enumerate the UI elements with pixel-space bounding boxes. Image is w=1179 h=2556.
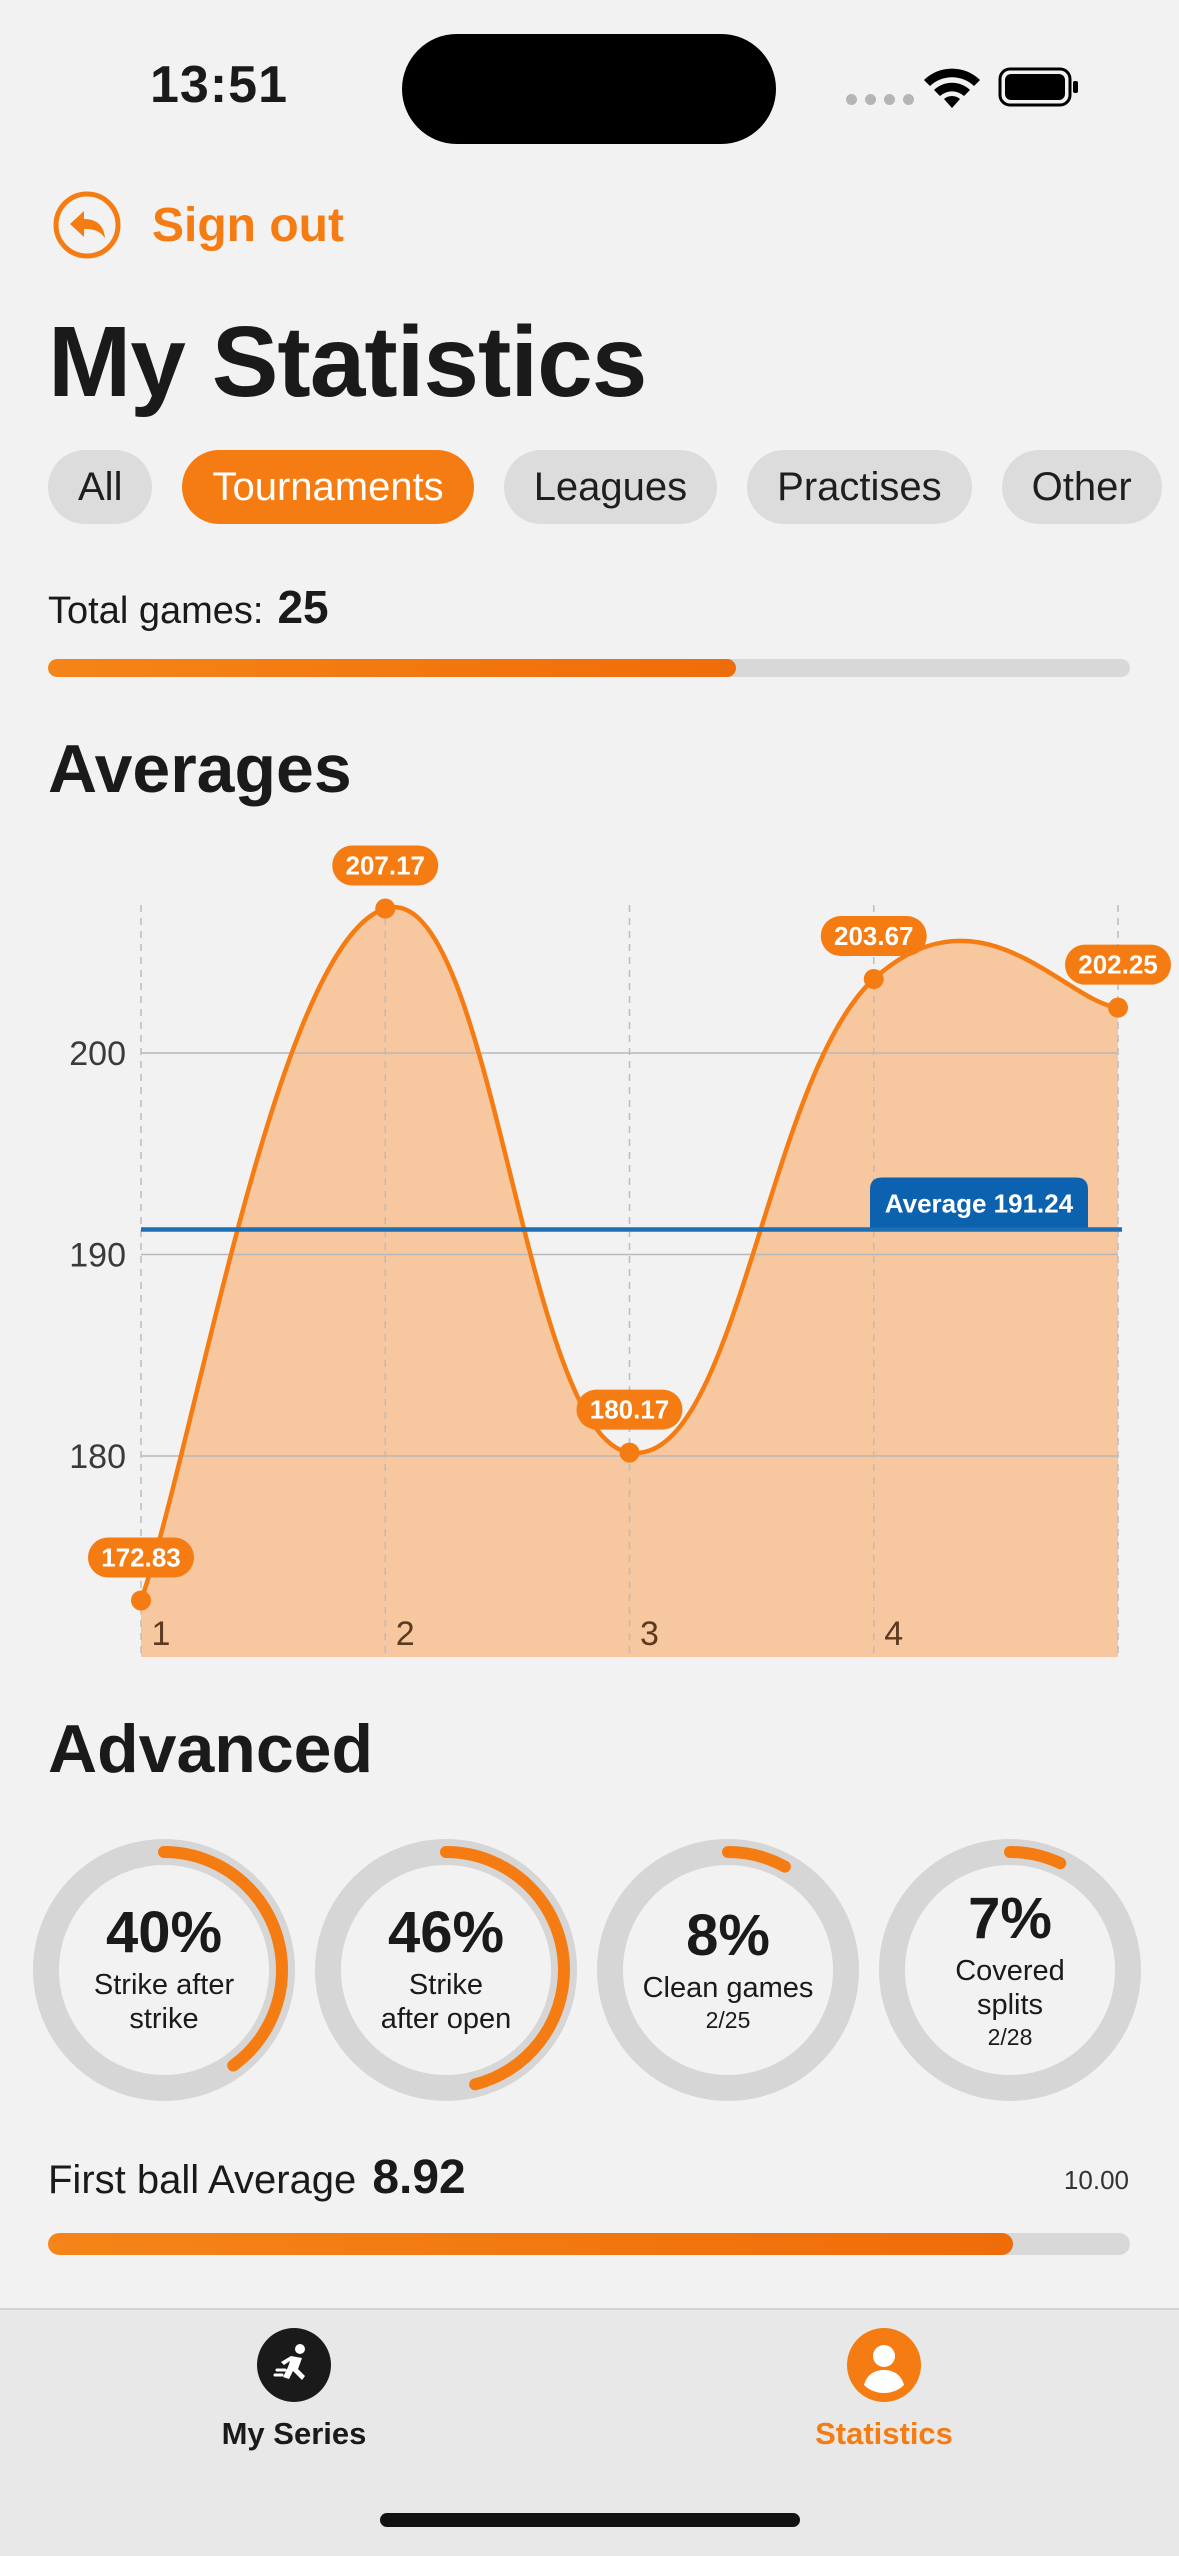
stat-ring: 46% Strike after open bbox=[314, 1838, 578, 2102]
data-label: 172.83 bbox=[101, 1542, 181, 1572]
ring-value: 46% bbox=[387, 1900, 505, 1966]
ring-label-line: Strike after bbox=[93, 1969, 235, 2002]
filter-chips: All Tournaments Leagues Practises Other bbox=[48, 450, 1162, 524]
dynamic-island bbox=[402, 34, 776, 144]
ring-label: Covered splits bbox=[955, 1954, 1065, 2022]
averages-heading: Averages bbox=[48, 731, 352, 807]
cellular-signal-icon bbox=[846, 94, 914, 105]
advanced-rings: 40% Strike after strike 46% Strike after open… bbox=[32, 1838, 1142, 2102]
stat-ring: 7% Covered splits 2/28 bbox=[878, 1838, 1142, 2102]
data-label-badge bbox=[1065, 944, 1171, 985]
ring-text: 40% Strike after strike bbox=[32, 1838, 296, 2102]
total-games-progress-fill bbox=[48, 659, 737, 677]
ring-label: Strike after strike bbox=[94, 1968, 234, 2036]
ring-label-line: Clean games bbox=[642, 1971, 814, 2004]
x-tick-label: 2 bbox=[396, 1615, 415, 1653]
x-tick-label: 4 bbox=[884, 1615, 903, 1653]
progress-ring-graphic bbox=[33, 1839, 295, 2101]
first-ball-average-row: First ball Average 8.92 bbox=[48, 2150, 466, 2205]
page-title: My Statistics bbox=[48, 306, 647, 418]
first-ball-average-label: First ball Average bbox=[48, 2158, 357, 2202]
series-line bbox=[138, 905, 1119, 1602]
data-point bbox=[863, 969, 884, 990]
wifi-icon bbox=[924, 68, 980, 108]
ring-value: 7% bbox=[968, 1885, 1052, 1951]
ring-label: Strike after open bbox=[381, 1968, 512, 2036]
average-badge-label: Average 191.24 bbox=[885, 1189, 1074, 1219]
total-games-value: 25 bbox=[277, 581, 329, 633]
data-point bbox=[131, 1590, 151, 1611]
y-tick-label: 200 bbox=[69, 1035, 126, 1073]
ring-label-line: splits bbox=[976, 1988, 1044, 2021]
first-ball-average-value: 8.92 bbox=[372, 2151, 466, 2204]
ring-progress bbox=[322, 1846, 570, 2094]
first-ball-average-max: 10.00 bbox=[1063, 2165, 1129, 2195]
ring-sub-value: 2/28 bbox=[987, 2024, 1033, 2051]
filter-chip-leagues[interactable]: Leagues bbox=[503, 450, 718, 524]
ring-label-line: strike bbox=[129, 2003, 199, 2036]
data-point bbox=[1108, 997, 1128, 1018]
running-figure-icon bbox=[257, 2328, 331, 2402]
progress-ring-graphic bbox=[879, 1839, 1141, 2101]
total-games-label: Total games: bbox=[48, 590, 264, 632]
y-tick-label: 190 bbox=[69, 1237, 126, 1275]
ring-sub-value: 2/25 bbox=[705, 2007, 751, 2034]
data-point bbox=[375, 898, 396, 919]
x-tick-label: 1 bbox=[152, 1615, 171, 1653]
progress-ring-graphic bbox=[597, 1839, 859, 2101]
filter-chip-tournaments[interactable]: Tournaments bbox=[182, 450, 474, 524]
x-tick-label: 3 bbox=[640, 1615, 659, 1653]
total-games-progress-track bbox=[48, 659, 1130, 677]
first-ball-progress-track bbox=[48, 2233, 1130, 2255]
back-arrow-icon bbox=[53, 191, 121, 259]
ring-value: 40% bbox=[105, 1900, 223, 1966]
status-time: 13:51 bbox=[150, 56, 288, 114]
data-label: 207.17 bbox=[345, 851, 425, 881]
data-label-badge bbox=[576, 1389, 683, 1430]
averages-chart: 180 190 200 1 2 3 4 Average 191.24 172.83 207.17 1… bbox=[69, 845, 1171, 1657]
data-point bbox=[619, 1442, 640, 1463]
ring-progress bbox=[886, 1846, 1134, 2094]
ring-label: Clean games bbox=[643, 1971, 814, 2005]
average-badge bbox=[870, 1177, 1088, 1228]
sign-out-button[interactable]: Sign out bbox=[52, 190, 344, 260]
ring-label-line: Covered bbox=[955, 1954, 1065, 1987]
filter-chip-other[interactable]: Other bbox=[1001, 450, 1162, 524]
ring-value: 8% bbox=[686, 1902, 770, 1968]
data-label-badge bbox=[820, 916, 927, 957]
ring-progress bbox=[604, 1846, 852, 2094]
progress-ring-graphic bbox=[315, 1839, 577, 2101]
first-ball-progress-fill bbox=[48, 2233, 1014, 2255]
data-label-badge bbox=[88, 1537, 194, 1578]
tab-my-series[interactable]: My Series bbox=[144, 2328, 444, 2452]
filter-chip-practises[interactable]: Practises bbox=[747, 450, 972, 524]
ring-text: 7% Covered splits 2/28 bbox=[878, 1838, 1142, 2102]
filter-chip-all[interactable]: All bbox=[48, 450, 153, 524]
y-tick-label: 180 bbox=[69, 1438, 126, 1476]
stat-ring: 8% Clean games 2/25 bbox=[596, 1838, 860, 2102]
data-label-badge bbox=[332, 845, 439, 886]
ring-text: 8% Clean games 2/25 bbox=[596, 1838, 860, 2102]
ring-text: 46% Strike after open bbox=[314, 1838, 578, 2102]
data-label: 203.67 bbox=[834, 921, 914, 951]
data-label: 202.25 bbox=[1078, 950, 1158, 980]
sign-out-label: Sign out bbox=[152, 198, 344, 252]
home-indicator bbox=[380, 2513, 800, 2527]
stat-ring: 40% Strike after strike bbox=[32, 1838, 296, 2102]
ring-label-line: Strike bbox=[408, 1969, 484, 2002]
data-label: 180.17 bbox=[590, 1395, 670, 1425]
tab-statistics[interactable]: Statistics bbox=[734, 2328, 1034, 2452]
tab-my-series-label: My Series bbox=[221, 2416, 367, 2451]
ring-progress bbox=[40, 1846, 288, 2094]
total-games-row: Total games: 25 bbox=[48, 580, 329, 634]
tab-statistics-label: Statistics bbox=[815, 2416, 953, 2451]
advanced-heading: Advanced bbox=[48, 1711, 373, 1787]
ring-label-line: after open bbox=[380, 2003, 512, 2036]
battery-icon bbox=[998, 67, 1078, 107]
person-icon bbox=[847, 2328, 921, 2402]
